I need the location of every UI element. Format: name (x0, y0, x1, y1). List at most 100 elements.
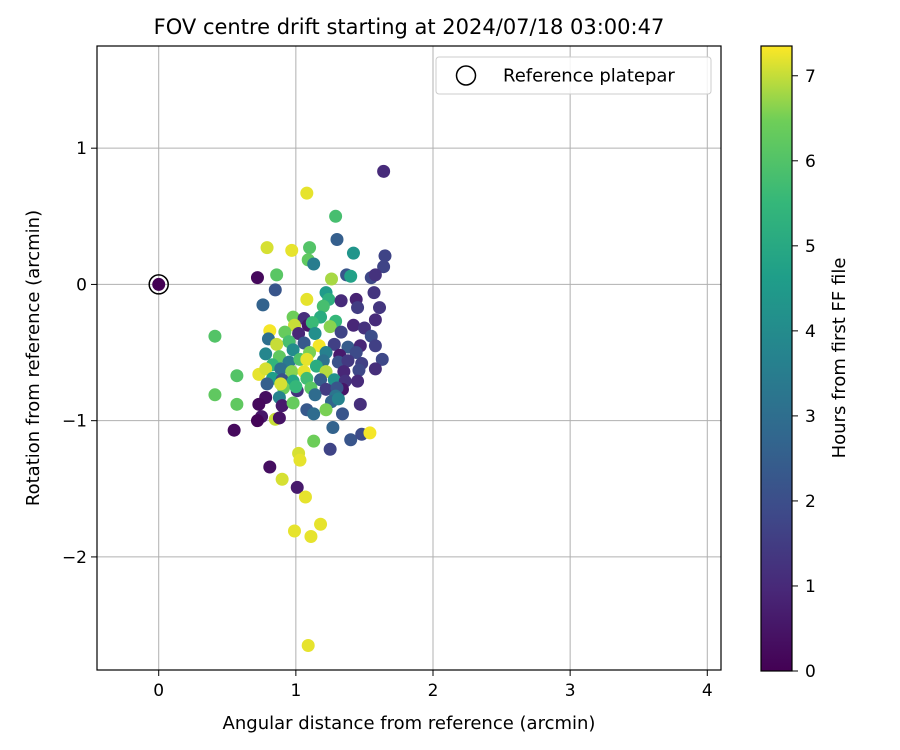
scatter-point (270, 337, 284, 351)
scatter-point (307, 407, 321, 421)
scatter-point (252, 397, 266, 411)
colorbar-tick-label: 0 (805, 662, 816, 682)
scatter-point (300, 186, 314, 200)
scatter-point (308, 326, 322, 340)
scatter-point (270, 268, 284, 282)
scatter-point (331, 355, 345, 369)
scatter-point (329, 209, 343, 223)
scatter-point (286, 396, 300, 410)
y-tick-label: −2 (62, 548, 87, 568)
y-tick-label: −1 (62, 412, 87, 432)
scatter-point (363, 426, 377, 440)
scatter-point (325, 272, 339, 286)
scatter-point (314, 373, 328, 387)
scatter-point (378, 249, 392, 263)
x-axis-ticks: 0 1 2 3 4 (153, 670, 713, 701)
scatter-point (368, 268, 382, 282)
y-tick-label: 0 (76, 275, 87, 295)
scatter-point (290, 480, 304, 494)
x-tick-label: 4 (702, 681, 713, 701)
scatter-point (341, 354, 355, 368)
scatter-point (323, 320, 337, 334)
scatter-point (298, 490, 312, 504)
scatter-point (208, 329, 222, 343)
scatter-point (268, 283, 282, 297)
scatter-point (326, 420, 340, 434)
legend-entry-reference-platepar: Reference platepar (503, 66, 675, 87)
scatter-point (250, 414, 264, 428)
scatter-point (297, 336, 311, 350)
scatter-point (346, 318, 360, 332)
scatter-point (260, 241, 274, 255)
scatter-point (208, 388, 222, 402)
scatter-point (250, 271, 264, 285)
scatter-point (330, 232, 344, 246)
scatter-point (285, 365, 299, 379)
scatter-point (227, 423, 241, 437)
scatter-point (368, 362, 382, 376)
scatter-point (259, 347, 273, 361)
scatter-point (230, 397, 244, 411)
x-tick-label: 2 (428, 681, 439, 701)
legend-box (435, 56, 712, 95)
scatter-points (208, 164, 392, 652)
chart-title: FOV centre drift starting at 2024/07/18 … (154, 15, 665, 39)
plot-frame (96, 45, 722, 671)
colorbar-tick-label: 4 (805, 322, 816, 342)
reference-point (148, 274, 169, 295)
scatter-point (303, 241, 317, 255)
colorbar-tick-label: 2 (805, 492, 816, 512)
scatter-point (307, 434, 321, 448)
legend-reference-marker (455, 65, 477, 86)
y-axis-ticks: −2 −1 0 1 (62, 139, 97, 568)
x-tick-label: 1 (290, 681, 301, 701)
scatter-point (260, 377, 274, 391)
scatter-point (344, 433, 358, 447)
colorbar-tick-label: 7 (805, 67, 816, 87)
scatter-point (272, 411, 286, 425)
scatter-point (353, 397, 367, 411)
x-tick-label: 3 (565, 681, 576, 701)
scatter-point (344, 269, 358, 283)
colorbar-label: Hours from first FF file (829, 258, 850, 459)
scatter-point (316, 299, 330, 313)
scatter-point (337, 365, 351, 379)
colorbar-tick-label: 5 (805, 237, 816, 257)
scatter-point (368, 339, 382, 353)
scatter-point (375, 352, 389, 366)
scatter-point (349, 346, 363, 360)
scatter-point (287, 524, 301, 538)
scatter-point (289, 380, 303, 394)
scatter-point (331, 392, 345, 406)
scatter-point (307, 257, 321, 271)
scatter-point (377, 260, 391, 274)
scatter-point (274, 377, 288, 391)
scatter-point (351, 301, 365, 315)
scatter-point (309, 359, 323, 373)
reference-point-ring (148, 274, 169, 295)
scatter-point (373, 301, 387, 315)
scatter-point (286, 343, 300, 357)
scatter-point (335, 407, 349, 421)
y-axis-label: Rotation from reference (arcmin) (23, 210, 44, 506)
scatter-point (314, 517, 328, 531)
scatter-point (319, 382, 333, 396)
scatter-point (351, 374, 365, 388)
scatter-point (319, 403, 333, 417)
colorbar-tick-label: 6 (805, 152, 816, 172)
scatter-point (274, 362, 288, 376)
colorbar: 0 1 2 3 4 5 6 7 Hours from first FF file (760, 45, 850, 682)
colorbar-ticks: 0 1 2 3 4 5 6 7 (792, 67, 816, 682)
scatter-point (327, 337, 341, 351)
x-axis-label: Angular distance from reference (arcmin) (223, 713, 596, 734)
scatter-point (305, 316, 319, 330)
colorbar-tick-label: 1 (805, 577, 816, 597)
scatter-point (292, 326, 306, 340)
scatter-point (368, 313, 382, 327)
scatter-point (352, 363, 366, 377)
scatter-point (263, 460, 277, 474)
colorbar-tick-label: 3 (805, 407, 816, 427)
x-tick-label: 0 (153, 681, 164, 701)
scatter-point (346, 246, 360, 260)
